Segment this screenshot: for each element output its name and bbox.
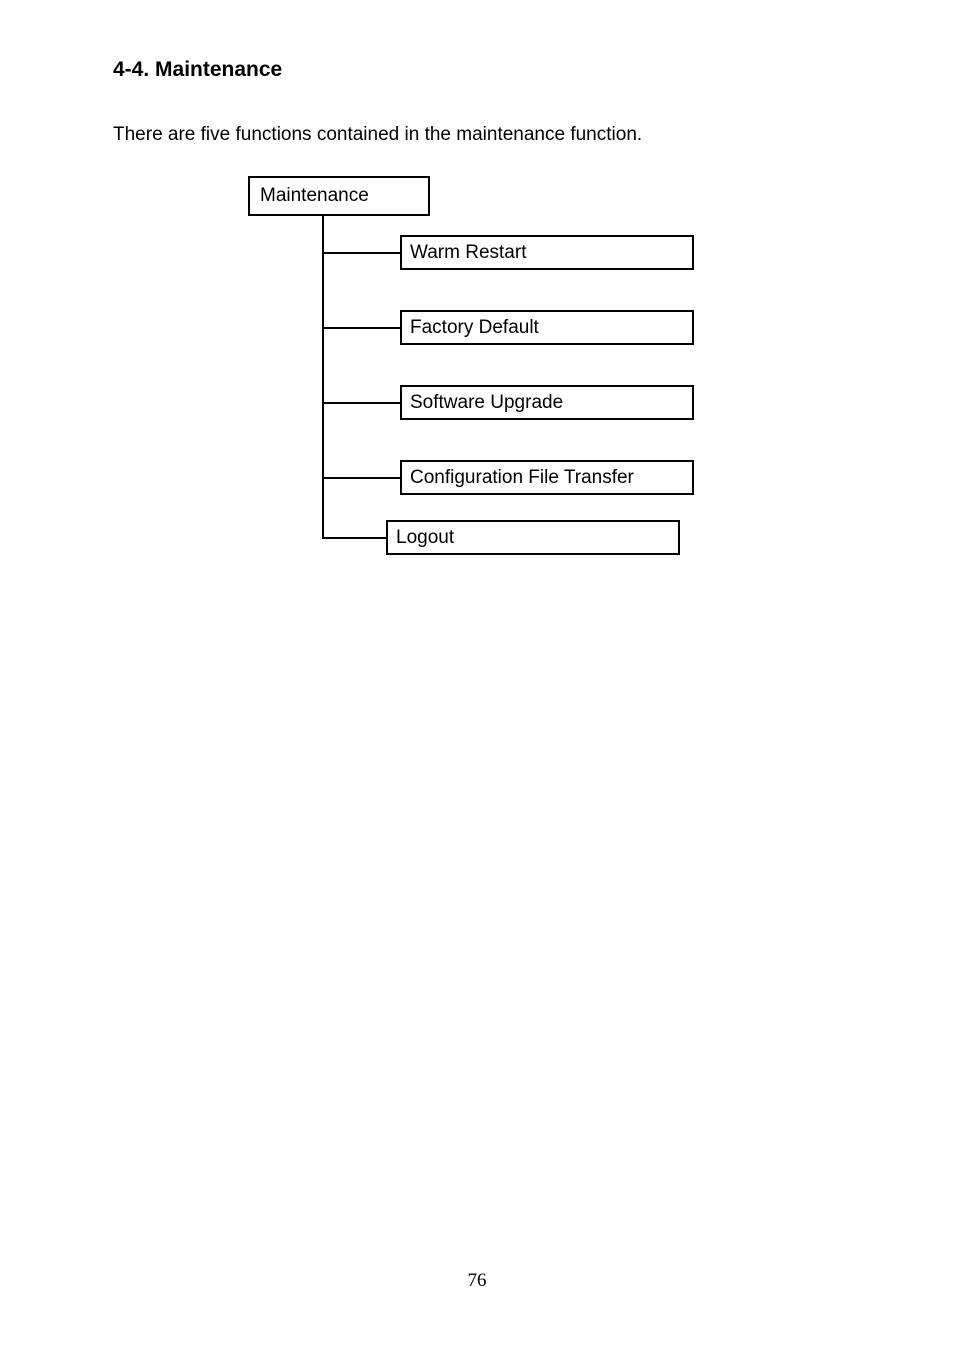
section-heading: 4-4. Maintenance bbox=[113, 58, 282, 82]
tree-child-box: Logout bbox=[386, 520, 680, 555]
page: 4-4. Maintenance There are five function… bbox=[0, 0, 954, 1348]
tree-branch-line bbox=[322, 327, 400, 329]
tree-child-box: Factory Default bbox=[400, 310, 694, 345]
tree-branch-line bbox=[322, 537, 386, 539]
tree-branch-line bbox=[322, 402, 400, 404]
tree-child-box: Software Upgrade bbox=[400, 385, 694, 420]
tree-branch-line bbox=[322, 477, 400, 479]
tree-child-box: Configuration File Transfer bbox=[400, 460, 694, 495]
tree-child-label: Factory Default bbox=[410, 317, 539, 339]
tree-root-box: Maintenance bbox=[248, 176, 430, 216]
page-number: 76 bbox=[0, 1270, 954, 1292]
tree-child-label: Logout bbox=[396, 527, 454, 549]
tree-child-box: Warm Restart bbox=[400, 235, 694, 270]
tree-root-label: Maintenance bbox=[260, 185, 369, 207]
tree-child-label: Configuration File Transfer bbox=[410, 467, 634, 489]
intro-paragraph: There are five functions contained in th… bbox=[113, 124, 642, 146]
tree-child-label: Warm Restart bbox=[410, 242, 526, 264]
tree-branch-line bbox=[322, 252, 400, 254]
tree-child-label: Software Upgrade bbox=[410, 392, 563, 414]
tree-trunk-line bbox=[322, 216, 324, 538]
